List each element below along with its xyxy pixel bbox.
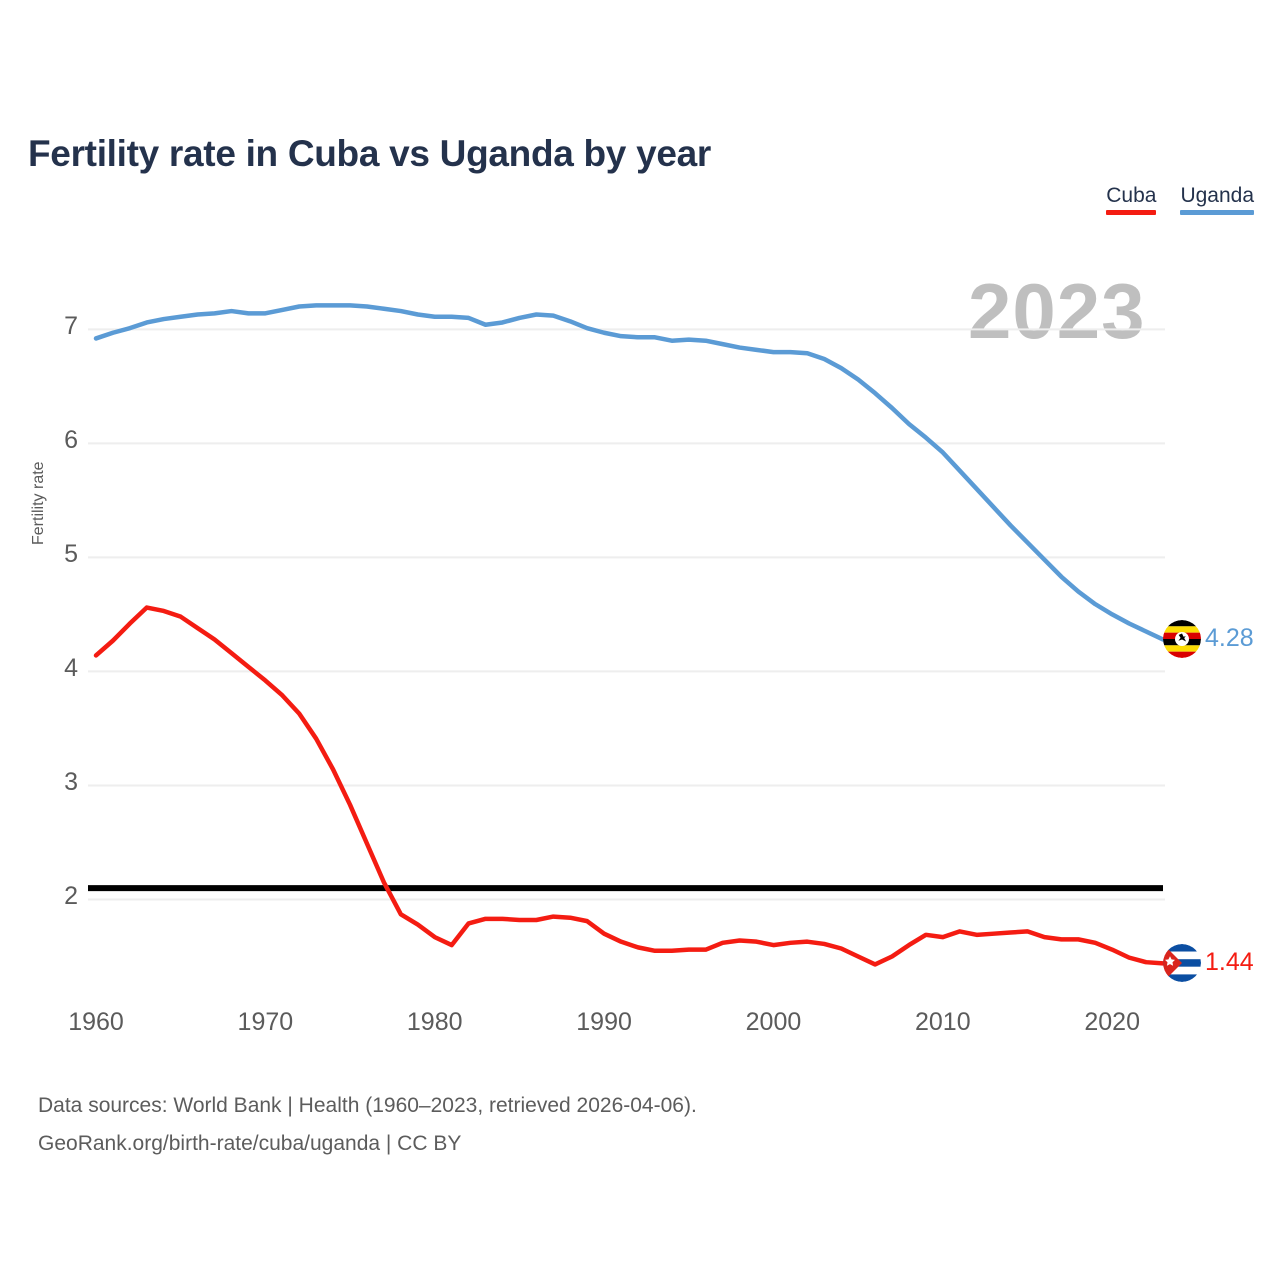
- footer-license: GeoRank.org/birth-rate/cuba/uganda | CC …: [38, 1132, 462, 1155]
- x-axis-tick-label: 2000: [745, 1008, 802, 1036]
- x-axis-tick-label: 1990: [576, 1008, 632, 1036]
- x-axis-tick-label: 1980: [406, 1008, 463, 1036]
- uganda-flag-icon: [1163, 620, 1201, 659]
- cuba-end-value: 1.44: [1205, 948, 1254, 977]
- legend-item-cuba[interactable]: Cuba: [1106, 184, 1157, 215]
- series-line-uganda: [93, 303, 1166, 642]
- legend-swatch-cuba: [1106, 210, 1157, 215]
- y-axis-tick-label: 5: [64, 540, 78, 569]
- y-axis-tick-label: 7: [64, 312, 78, 341]
- series-line-cuba: [93, 605, 1166, 967]
- x-axis-tick-label: 2010: [915, 1008, 971, 1036]
- x-axis-tick-label: 2020: [1084, 1008, 1140, 1036]
- cuba-flag-icon: [1163, 944, 1201, 983]
- page-title: Fertility rate in Cuba vs Uganda by year: [28, 132, 711, 174]
- y-axis-tick-label: 3: [64, 768, 78, 797]
- y-axis-tick-label: 2: [64, 882, 78, 911]
- x-axis-tick-label: 1960: [68, 1008, 124, 1036]
- y-axis-tick-label: 6: [64, 426, 78, 455]
- legend-item-uganda[interactable]: Uganda: [1180, 184, 1254, 215]
- uganda-end-value: 4.28: [1205, 624, 1254, 653]
- y-axis-tick-label: 4: [64, 654, 78, 683]
- footer-data-sources: Data sources: World Bank | Health (1960–…: [38, 1094, 697, 1117]
- chart-legend: Cuba Uganda: [1106, 184, 1254, 215]
- year-watermark: 2023: [968, 267, 1146, 355]
- footer-attribution: Data sources: World Bank | Health (1960–…: [38, 1087, 697, 1163]
- legend-label-uganda: Uganda: [1180, 184, 1254, 207]
- legend-label-cuba: Cuba: [1106, 184, 1157, 207]
- legend-swatch-uganda: [1180, 210, 1254, 215]
- x-axis-tick-label: 1970: [237, 1008, 294, 1036]
- gridlines: [88, 328, 1165, 901]
